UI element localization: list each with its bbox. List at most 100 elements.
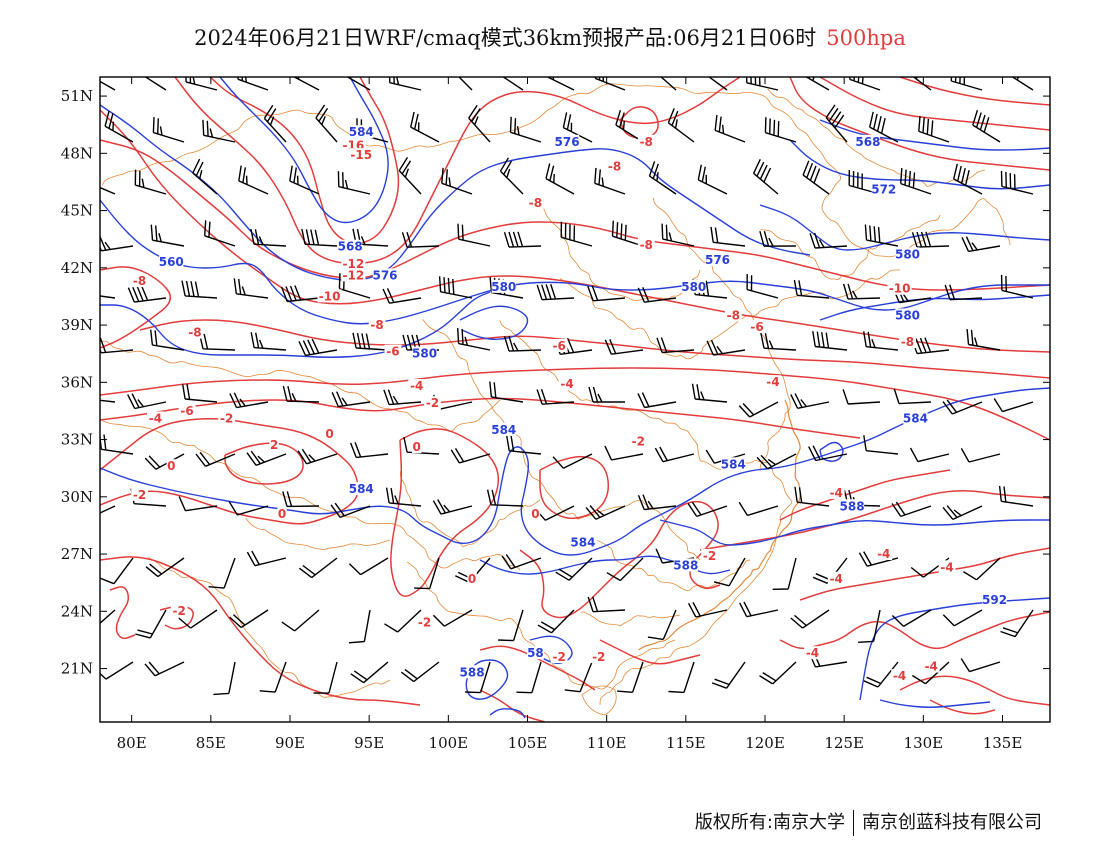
wind-barb bbox=[912, 661, 950, 685]
temperature-contour-label: -4 bbox=[149, 411, 162, 425]
y-tick-label: 33N bbox=[61, 431, 93, 449]
wind-barb bbox=[654, 446, 695, 463]
isotherm bbox=[929, 699, 996, 715]
geopotential-contour-label: 58 bbox=[527, 646, 544, 660]
wind-barb bbox=[350, 661, 389, 684]
x-tick-label: 80E bbox=[117, 734, 147, 752]
wind-barb bbox=[825, 104, 848, 143]
geopotential-isoline bbox=[759, 204, 1050, 251]
wind-barb bbox=[1000, 609, 1034, 638]
province-boundary bbox=[580, 611, 681, 627]
contour-label-bg bbox=[570, 535, 596, 549]
geopotential-contour-label: 568 bbox=[338, 240, 363, 254]
wind-barb bbox=[228, 501, 269, 516]
isotherm bbox=[100, 139, 1050, 291]
wind-barb bbox=[892, 287, 932, 304]
wind-barb bbox=[250, 332, 287, 351]
isotherm bbox=[799, 547, 1050, 601]
wind-barb bbox=[808, 445, 848, 462]
y-tick-label: 45N bbox=[61, 202, 93, 220]
x-tick-label: 120E bbox=[745, 734, 785, 752]
wind-barb bbox=[648, 161, 677, 195]
isotherm bbox=[174, 77, 741, 265]
province-boundary bbox=[559, 269, 900, 360]
temperature-contour-label: -4 bbox=[830, 572, 843, 586]
wind-barb bbox=[145, 557, 185, 578]
wind-barb bbox=[383, 389, 422, 406]
isotherm bbox=[899, 675, 1050, 706]
x-tick-label: 130E bbox=[904, 734, 944, 752]
contour-label-bg bbox=[875, 546, 893, 560]
wind-barb bbox=[185, 77, 218, 91]
temperature-contour-label: -2 bbox=[133, 488, 146, 502]
geopotential-contour-label: 568 bbox=[855, 135, 880, 149]
island-outline bbox=[581, 685, 617, 716]
wind-barb bbox=[237, 77, 269, 91]
wind-barb bbox=[1000, 274, 1034, 299]
contour-label-bg bbox=[166, 459, 176, 473]
wind-barb bbox=[127, 393, 167, 410]
contour-label-bg bbox=[554, 134, 580, 148]
wind-barb bbox=[100, 557, 134, 585]
temperature-contour-label: 0 bbox=[468, 572, 476, 586]
temperature-contour-label: -4 bbox=[560, 377, 573, 391]
geopotential-isoline bbox=[100, 104, 811, 282]
contour-label-bg bbox=[467, 571, 477, 585]
province-boundary bbox=[102, 420, 521, 571]
footer-divider bbox=[853, 810, 854, 836]
wind-barb bbox=[617, 661, 644, 693]
coastline bbox=[638, 399, 801, 651]
wind-barb bbox=[546, 77, 575, 91]
wind-barb bbox=[794, 486, 830, 507]
wind-barb bbox=[315, 104, 338, 143]
wind-barb bbox=[414, 557, 440, 590]
wind-barb bbox=[668, 661, 695, 694]
geopotential-contour-label: 580 bbox=[895, 308, 920, 322]
geopotential-contour-label: 580 bbox=[895, 247, 920, 261]
wind-barb bbox=[537, 609, 575, 634]
wind-barb bbox=[432, 499, 473, 515]
temperature-contour-label: -10 bbox=[319, 289, 341, 303]
x-tick-label: 85E bbox=[196, 734, 226, 752]
temperature-contour-label: -2 bbox=[632, 434, 645, 448]
contour-label-bg bbox=[721, 457, 746, 471]
geopotential-contour-label: 580 bbox=[681, 280, 706, 294]
wind-barb bbox=[489, 381, 524, 403]
wind-barb bbox=[150, 224, 185, 247]
contour-label-bg bbox=[629, 434, 647, 448]
wind-barb bbox=[382, 288, 422, 304]
y-tick-label: 51N bbox=[61, 87, 93, 105]
wind-barb bbox=[135, 609, 167, 639]
wind-barb bbox=[330, 502, 371, 519]
wind-barb bbox=[864, 224, 899, 247]
y-tick-label: 42N bbox=[61, 259, 93, 277]
footer-company: 南京创蓝科技有限公司 bbox=[862, 812, 1042, 833]
x-tick-label: 100E bbox=[429, 734, 469, 752]
temperature-contour-label: -4 bbox=[925, 660, 938, 674]
temperature-contour-label: 0 bbox=[412, 440, 420, 454]
contour-label-bg bbox=[764, 375, 782, 389]
province-boundary bbox=[539, 202, 701, 302]
wind-barb bbox=[555, 557, 593, 581]
temperature-contour-label: -2 bbox=[552, 650, 565, 664]
wind-barb bbox=[536, 283, 575, 301]
wind-barb bbox=[637, 392, 677, 409]
wind-barb bbox=[587, 285, 626, 302]
wind-barb bbox=[178, 496, 218, 512]
temperature-contour-label: -8 bbox=[640, 135, 653, 149]
geopotential-contour-label: 588 bbox=[840, 499, 865, 513]
wind-barb bbox=[297, 448, 338, 465]
x-tick-label: 135E bbox=[983, 734, 1023, 752]
contour-label-bg bbox=[550, 650, 568, 664]
temperature-contour-label: -6 bbox=[180, 404, 193, 418]
wind-barb bbox=[204, 220, 236, 247]
wind-barb bbox=[960, 448, 1001, 463]
contour-label-bg bbox=[590, 650, 608, 664]
x-tick-label: 90E bbox=[275, 734, 305, 752]
temperature-contour-label: 0 bbox=[325, 427, 333, 441]
wind-barb bbox=[963, 557, 1001, 581]
wind-barb bbox=[346, 77, 371, 91]
wind-barb bbox=[891, 609, 932, 628]
wind-barb bbox=[858, 609, 881, 643]
temperature-contour-label: -2 bbox=[418, 616, 431, 630]
